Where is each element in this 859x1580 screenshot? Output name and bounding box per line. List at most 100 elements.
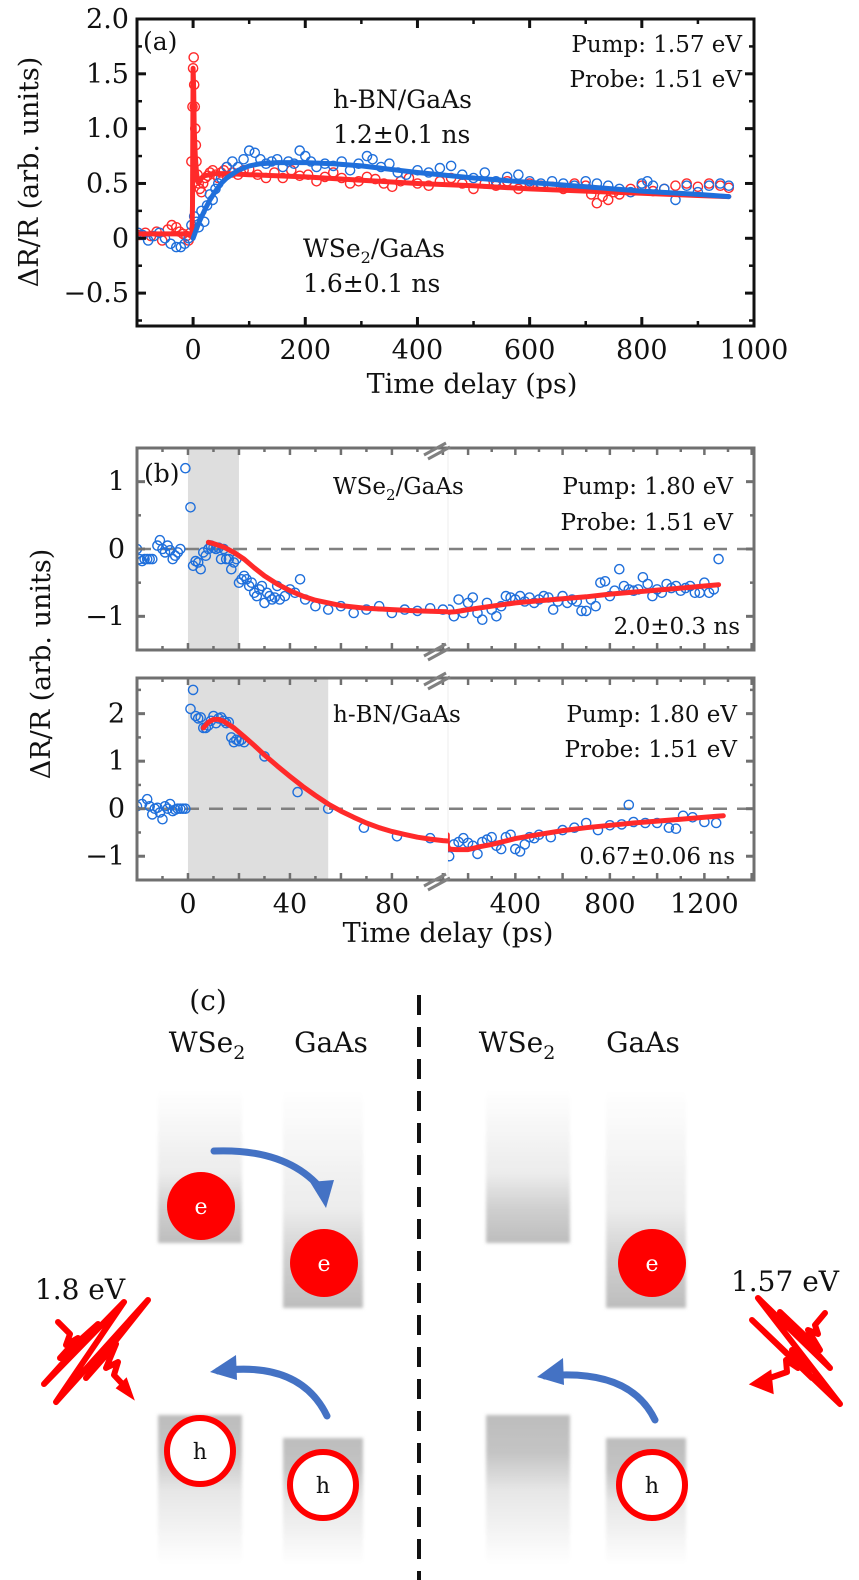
data-point	[614, 563, 625, 575]
y-tick-label: 1.0	[86, 114, 129, 145]
panel-a-hbn-lifetime: 1.2±0.1 ns	[333, 120, 470, 149]
panel-a-ylabel: ΔR/R (arb. units)	[14, 57, 45, 287]
left-laser-arrowhead-icon	[115, 1377, 135, 1401]
left-material-wse2-label: WSe2	[169, 1026, 246, 1064]
data-point	[251, 590, 263, 602]
data-point	[167, 553, 178, 565]
data-point	[547, 604, 559, 615]
data-point	[266, 594, 278, 605]
data-point	[137, 801, 143, 812]
panel-b-bottom-marks-left	[137, 684, 448, 844]
scenario-right: WSe2 GaAs e h 1.57 eV	[479, 1026, 843, 1565]
data-point	[188, 52, 199, 63]
panel-b-bottom-probe-annotation: Probe: 1.51 eV	[565, 737, 738, 763]
data-point	[294, 145, 306, 156]
x-tick-label: 40	[273, 889, 307, 920]
left-gaas-hole	[287, 1449, 359, 1521]
data-point	[723, 182, 735, 194]
data-point	[580, 605, 592, 617]
panel-b-top: 1 0 −1 (b) WSe2/GaAs Pump: 1.80 eV Probe: …	[85, 446, 756, 652]
data-point	[228, 557, 240, 568]
data-point	[243, 580, 255, 592]
x-tick-label: 400	[490, 889, 542, 920]
data-point	[231, 734, 242, 746]
data-point	[476, 614, 488, 626]
panel-b-top-sample-label: WSe2/GaAs	[333, 474, 464, 504]
x-tick-label: 1200	[670, 889, 739, 920]
data-point	[159, 547, 171, 558]
data-point	[172, 547, 184, 558]
right-gaas-hole	[616, 1449, 688, 1521]
data-point	[715, 178, 726, 189]
fit-line	[200, 716, 448, 844]
right-hole-arrowhead-icon	[537, 1358, 564, 1385]
data-point	[190, 710, 201, 722]
data-point	[256, 580, 268, 592]
data-point	[513, 169, 524, 180]
data-point	[713, 553, 724, 565]
data-point	[279, 590, 291, 602]
data-point	[228, 736, 240, 748]
data-point	[264, 590, 275, 602]
data-point	[591, 197, 603, 209]
data-point	[200, 550, 212, 562]
right-gaas-hole-label: h	[645, 1474, 659, 1499]
data-point	[185, 501, 196, 513]
data-point	[195, 712, 206, 723]
data-point	[159, 801, 171, 812]
panel-b-bottom-shaded-region	[187, 678, 329, 880]
data-point	[448, 850, 455, 862]
panel-a-ticks: 0 200 400 600 800 1000 2.0 1.5 1.0 0.5 0 −0.5	[63, 4, 788, 366]
panel-b-bottom-sample-label: h-BN/GaAs	[333, 702, 461, 728]
right-laser-pulse-icon	[749, 1295, 843, 1407]
data-point	[137, 553, 145, 565]
right-wse2-conduction-band	[486, 1088, 570, 1243]
data-point	[692, 181, 704, 193]
data-point	[602, 194, 614, 206]
data-point	[225, 563, 237, 575]
panel-b-top-lifetime: 2.0±0.3 ns	[614, 614, 740, 640]
panel-b: 1 0 −1 (b) WSe2/GaAs Pump: 1.80 eV Probe: …	[26, 441, 756, 949]
fit-line	[137, 65, 732, 237]
data-point	[299, 150, 311, 162]
y-tick-label: −1	[85, 841, 125, 872]
data-point	[261, 587, 273, 599]
data-point	[269, 592, 281, 603]
x-tick-label: 400	[392, 335, 444, 366]
y-tick-label: 1	[108, 746, 125, 777]
panel-b-bottom-lifetime: 0.67±0.06 ns	[579, 844, 735, 870]
right-material-wse2-label: WSe2	[479, 1026, 556, 1064]
data-point	[486, 831, 498, 843]
panel-c-label: (c)	[189, 984, 227, 1017]
panel-b-top-probe-annotation: Probe: 1.51 eV	[561, 510, 734, 536]
y-tick-label: 0	[108, 794, 125, 825]
data-point	[174, 543, 186, 555]
left-material-gaas-label: GaAs	[294, 1026, 368, 1059]
panel-a-probe-annotation: Probe: 1.51 eV	[570, 67, 743, 93]
data-point	[292, 786, 303, 798]
y-tick-label: 0	[108, 534, 125, 565]
y-tick-label: 1	[108, 467, 125, 498]
panel-a-wse2-label: WSe2/GaAs	[303, 234, 445, 267]
left-gaas-electron-label: e	[317, 1252, 330, 1277]
data-point	[642, 578, 654, 590]
data-point	[519, 839, 531, 850]
data-point	[243, 145, 255, 156]
data-point	[215, 553, 227, 565]
data-point	[233, 735, 245, 747]
panel-b-top-marks-left	[137, 462, 448, 619]
panel-b-top-pump-annotation: Pump: 1.80 eV	[562, 474, 733, 500]
x-tick-label: 200	[279, 335, 331, 366]
data-point	[599, 576, 611, 587]
left-laser-pulse-icon	[41, 1297, 151, 1405]
y-tick-label: 2	[108, 699, 125, 730]
panel-b-top-marks-right	[448, 553, 724, 626]
x-tick-label: 80	[375, 889, 409, 920]
data-point	[361, 150, 373, 162]
x-tick-label: 800	[584, 889, 636, 920]
data-point	[514, 846, 526, 857]
data-point	[703, 178, 715, 189]
panel-b-xlabel: Time delay (ps)	[343, 918, 554, 949]
data-point	[636, 178, 648, 189]
